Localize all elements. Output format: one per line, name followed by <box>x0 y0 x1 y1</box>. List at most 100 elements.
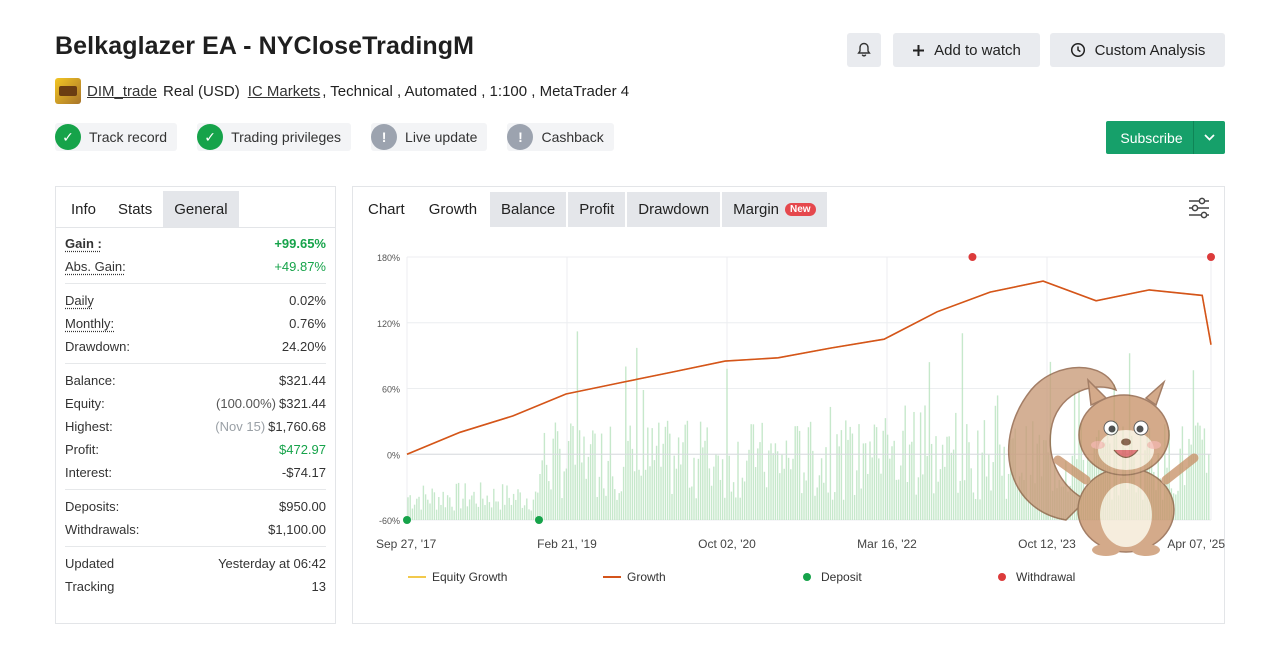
legend-swatch <box>803 573 811 581</box>
stat-equity: Equity: (100.00%) $321.44 <box>65 392 326 415</box>
deposit-point <box>403 516 411 524</box>
new-badge: New <box>785 203 816 216</box>
chart-legend: Equity Growth Growth Deposit Withdrawal <box>408 570 1075 584</box>
legend-withdrawal[interactable]: Withdrawal <box>998 570 1075 584</box>
withdrawal-point <box>1207 253 1215 261</box>
stat-updated: Updated Yesterday at 06:42 <box>65 552 326 575</box>
system-tags: , Technical , Automated , 1:100 , MetaTr… <box>322 82 630 100</box>
stat-label[interactable]: Monthly: <box>65 316 115 331</box>
subscribe-button[interactable]: Subscribe <box>1106 121 1225 154</box>
stat-label[interactable]: Gain : <box>65 236 102 251</box>
badge-live-update[interactable]: ! Live update <box>371 123 488 151</box>
stat-value: -$74.17 <box>281 465 326 480</box>
badge-label: Cashback <box>541 129 604 145</box>
stat-label: Drawdown: <box>65 339 131 354</box>
badge-label: Track record <box>89 129 168 145</box>
tab-margin[interactable]: Margin New <box>722 192 827 227</box>
stat-value: $950.00 <box>279 499 326 514</box>
stats-panel: Info Stats General Gain : +99.65% Abs. Ga… <box>55 186 336 624</box>
bell-icon <box>856 42 872 58</box>
squirrel-mascot-image <box>1008 366 1199 556</box>
stat-value: 0.76% <box>289 316 326 331</box>
stat-value: Yesterday at 06:42 <box>218 556 326 571</box>
stat-label: Highest: <box>65 419 113 434</box>
subscribe-label: Subscribe <box>1120 129 1183 146</box>
system-meta: DIM_trade Real (USD) IC Markets , Techni… <box>55 78 629 104</box>
x-tick-label: Sep 27, '17 <box>376 537 437 551</box>
plus-icon <box>912 44 925 57</box>
y-tick-label: 0% <box>387 450 400 460</box>
divider <box>65 546 326 547</box>
tab-drawdown[interactable]: Drawdown <box>627 192 721 227</box>
stat-label: Withdrawals: <box>65 522 140 537</box>
stat-label: Balance: <box>65 373 116 388</box>
tab-balance[interactable]: Balance <box>490 192 567 227</box>
y-tick-label: 180% <box>377 253 400 263</box>
tab-profit[interactable]: Profit <box>568 192 626 227</box>
divider <box>65 363 326 364</box>
stat-label: Deposits: <box>65 499 120 514</box>
stat-tracking: Tracking 13 <box>65 575 326 598</box>
tab-general[interactable]: General <box>163 191 239 227</box>
exclamation-icon: ! <box>507 124 534 150</box>
custom-analysis-button[interactable]: Custom Analysis <box>1050 33 1225 67</box>
divider <box>65 283 326 284</box>
stat-balance: Balance: $321.44 <box>65 369 326 392</box>
stat-note: (100.00%) <box>216 396 276 411</box>
check-icon: ✓ <box>197 124 224 150</box>
exclamation-icon: ! <box>371 124 398 150</box>
stat-withdrawals: Withdrawals: $1,100.00 <box>65 518 326 541</box>
chart-tabs: Chart Growth Balance Profit Drawdown Mar… <box>357 192 829 227</box>
divider <box>65 489 326 490</box>
chevron-down-icon[interactable] <box>1194 134 1225 141</box>
legend-equity-growth[interactable]: Equity Growth <box>408 570 603 584</box>
tab-info[interactable]: Info <box>71 200 97 218</box>
y-tick-label: 60% <box>382 385 400 395</box>
tab-margin-label: Margin <box>733 201 780 218</box>
stat-value: +49.87% <box>274 259 326 274</box>
tab-stats[interactable]: Stats <box>118 200 153 218</box>
growth-chart[interactable]: 180% 120% 60% 0% -60% Sep 27, '17 Feb 21, '19 O… <box>353 237 1226 625</box>
author-avatar[interactable] <box>55 78 81 104</box>
stat-value: $472.97 <box>279 442 326 457</box>
author-link[interactable]: DIM_trade <box>87 82 158 100</box>
stat-label[interactable]: Daily <box>65 293 94 308</box>
stat-highest: Highest: (Nov 15) $1,760.68 <box>65 415 326 438</box>
x-tick-label: Oct 02, '20 <box>698 537 756 551</box>
add-to-watch-button[interactable]: Add to watch <box>893 33 1040 67</box>
tab-chart[interactable]: Chart <box>368 201 405 218</box>
badge-label: Live update <box>405 129 478 145</box>
stat-abs-gain: Abs. Gain: +49.87% <box>65 255 326 278</box>
tab-growth[interactable]: Growth <box>428 201 478 218</box>
badge-track-record[interactable]: ✓ Track record <box>55 123 178 151</box>
legend-label: Deposit <box>821 570 862 584</box>
legend-growth[interactable]: Growth <box>603 570 803 584</box>
custom-analysis-label: Custom Analysis <box>1094 41 1206 59</box>
legend-label: Withdrawal <box>1016 570 1076 584</box>
legend-deposit[interactable]: Deposit <box>803 570 998 584</box>
chart-settings-icon[interactable] <box>1187 196 1211 220</box>
badge-trading-privileges[interactable]: ✓ Trading privileges <box>197 123 352 151</box>
stat-label[interactable]: Abs. Gain: <box>65 259 126 274</box>
stat-daily: Daily 0.02% <box>65 289 326 312</box>
stat-label: Tracking <box>65 579 115 594</box>
legend-label: Growth <box>627 570 666 584</box>
stat-label: Profit: <box>65 442 99 457</box>
account-type: Real (USD) <box>163 82 240 100</box>
broker-link[interactable]: IC Markets <box>247 82 321 100</box>
stat-monthly: Monthly: 0.76% <box>65 312 326 335</box>
legend-label: Equity Growth <box>432 570 508 584</box>
y-tick-label: 120% <box>377 319 400 329</box>
stat-profit: Profit: $472.97 <box>65 438 326 461</box>
notification-bell-button[interactable] <box>847 33 881 67</box>
stat-gain: Gain : +99.65% <box>65 232 326 255</box>
stats-tabs: Info Stats General <box>56 187 335 228</box>
verification-badges: ✓ Track record ✓ Trading privileges ! Li… <box>55 123 614 151</box>
stat-interest: Interest: -$74.17 <box>65 461 326 484</box>
x-tick-label: Mar 16, '22 <box>857 537 917 551</box>
check-icon: ✓ <box>55 124 81 150</box>
badge-cashback[interactable]: ! Cashback <box>507 123 614 151</box>
stat-value: $321.44 <box>279 396 326 411</box>
badge-label: Trading privileges <box>231 129 342 145</box>
